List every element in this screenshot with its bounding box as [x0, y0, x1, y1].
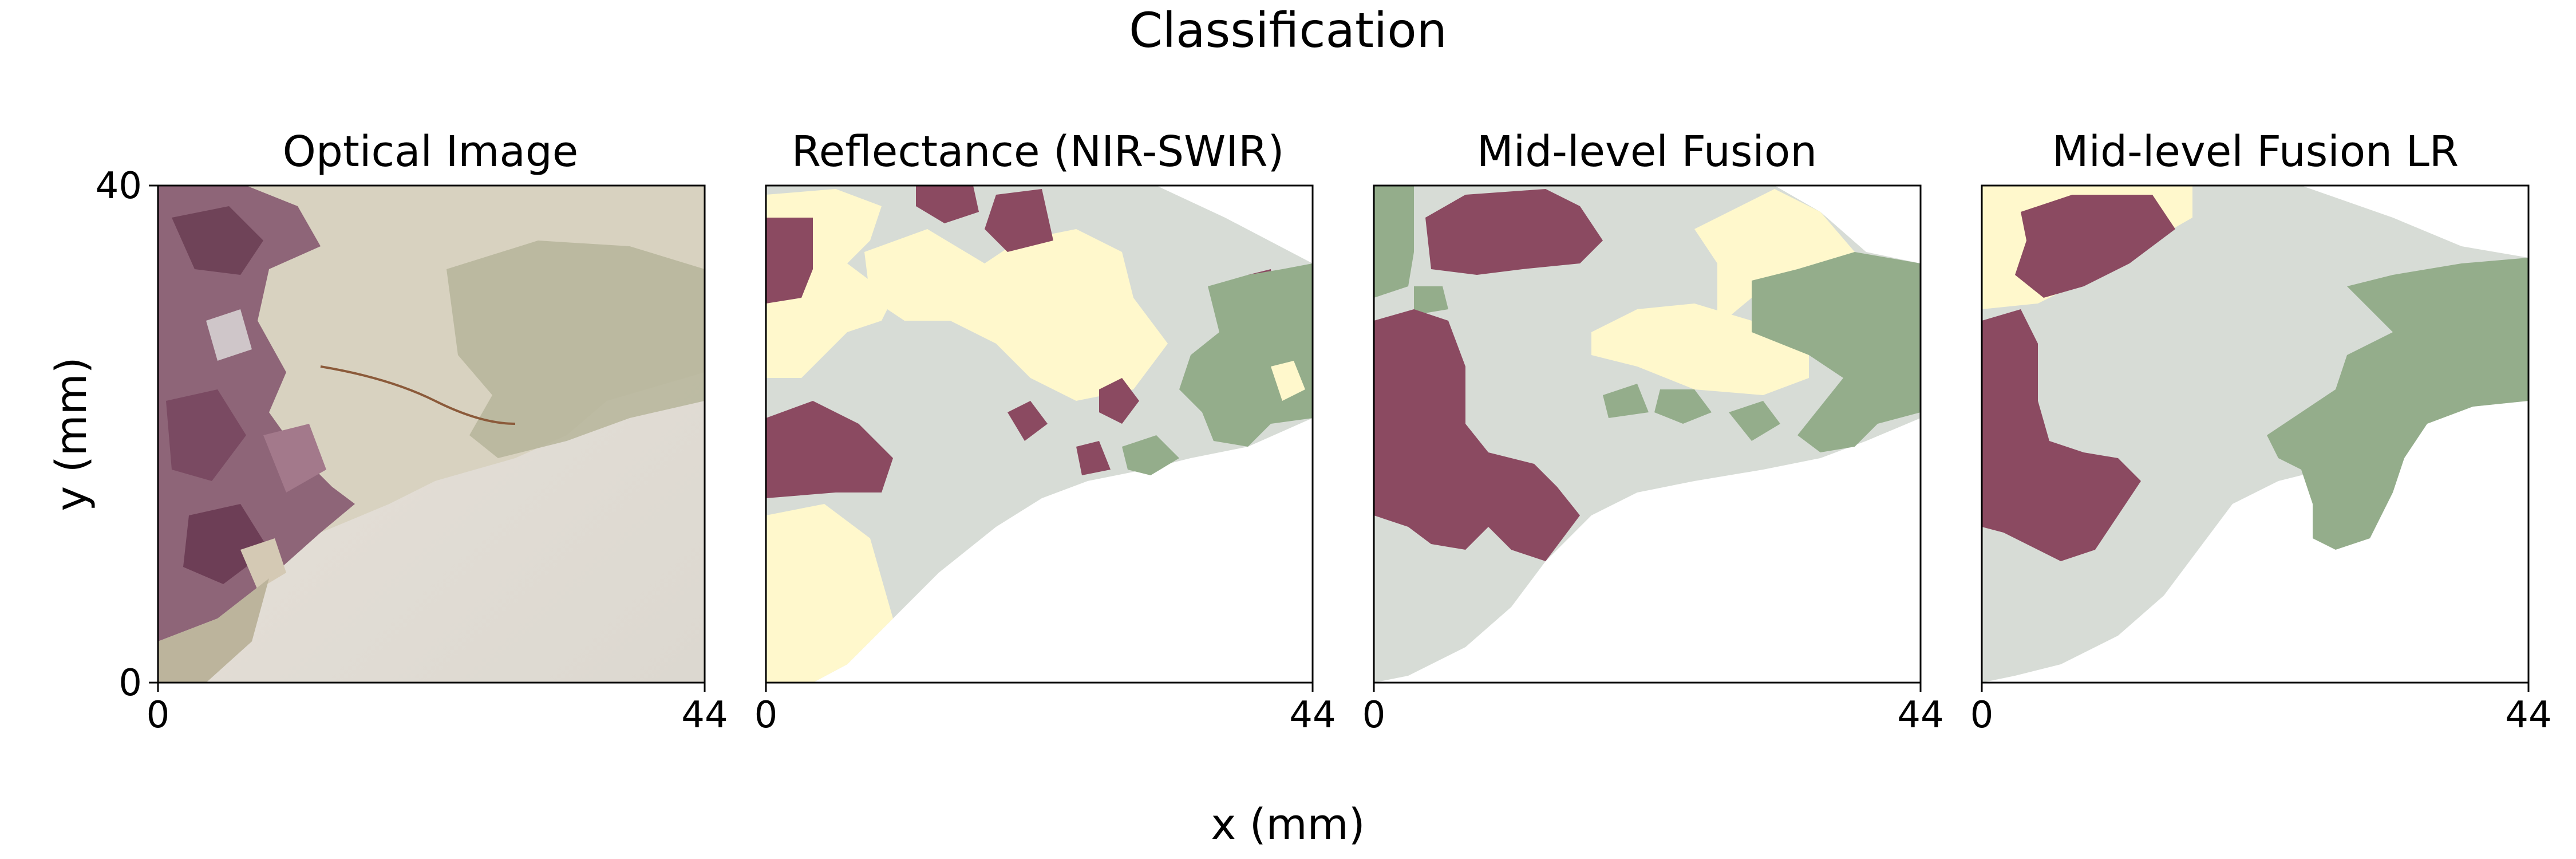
midfusion-lr-map — [1982, 186, 2528, 683]
x-tick-44-optical: 44 — [681, 694, 728, 736]
y-tick-0: 0 — [118, 662, 142, 704]
optical-image — [158, 186, 705, 683]
y-axis-label: y (mm) — [47, 357, 96, 511]
panel-midfusion: Mid-level Fusion 0 44 — [1362, 127, 1944, 736]
x-tick-0-midfusion-lr: 0 — [1970, 694, 1994, 736]
midfusion-map — [1374, 186, 1921, 683]
axes-frame-midfusion — [1373, 184, 1922, 684]
suptitle: Classification — [1129, 2, 1447, 58]
reflectance-map — [766, 186, 1313, 683]
x-tick-0-optical: 0 — [147, 694, 170, 736]
x-tick-44-midfusion: 44 — [1897, 694, 1943, 736]
axes-frame-reflectance — [765, 184, 1314, 684]
panel-optical: Optical Image — [96, 127, 728, 736]
x-tick-44-midfusion-lr: 44 — [2505, 694, 2551, 736]
ticks-midfusion — [1373, 683, 1922, 692]
panel-title-midfusion-lr: Mid-level Fusion LR — [2052, 127, 2459, 176]
ticks-optical — [149, 184, 706, 692]
x-tick-0-midfusion: 0 — [1362, 694, 1386, 736]
panel-title-optical: Optical Image — [283, 127, 579, 176]
panel-title-reflectance: Reflectance (NIR-SWIR) — [792, 127, 1285, 176]
panel-midfusion-lr: Mid-level Fusion LR 0 44 — [1970, 127, 2552, 736]
y-tick-40: 40 — [96, 165, 142, 207]
class-cream-region — [766, 504, 893, 683]
x-tick-0-reflectance: 0 — [754, 694, 778, 736]
ticks-reflectance — [765, 683, 1314, 692]
panel-reflectance: Reflectance (NIR-SWIR) 0 44 — [754, 127, 1336, 736]
axes-frame-midfusion-lr — [1981, 184, 2530, 684]
panel-title-midfusion: Mid-level Fusion — [1477, 127, 1817, 176]
class-green-region — [1179, 263, 1313, 447]
class-purple-region — [766, 218, 813, 304]
ticks-midfusion-lr — [1981, 683, 2530, 692]
x-axis-label: x (mm) — [1211, 800, 1365, 849]
x-tick-44-reflectance: 44 — [1289, 694, 1336, 736]
axes-frame-optical — [157, 184, 706, 684]
